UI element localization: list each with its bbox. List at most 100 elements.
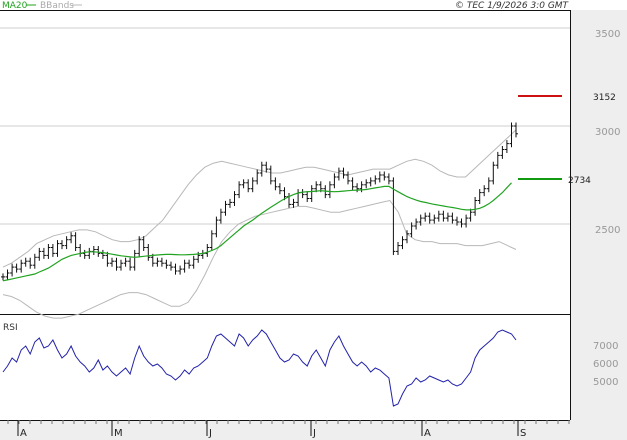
price-bar	[19, 259, 24, 273]
bbands-legend-label: BBands	[40, 1, 74, 11]
price-bar	[105, 251, 110, 267]
price-bar	[96, 246, 101, 257]
price-bar	[164, 259, 169, 269]
rsi-line	[2, 329, 517, 407]
x-month-label: J	[312, 428, 316, 439]
price-bar	[473, 197, 478, 216]
price-bar	[350, 177, 355, 191]
bband-upper-line	[2, 129, 517, 268]
price-bar	[10, 263, 15, 277]
price-bar	[514, 122, 518, 138]
price-bar	[491, 161, 496, 185]
y-tick-3000: 3000	[595, 127, 620, 138]
price-panel: 3152 2734 3500 3000 2500	[0, 10, 620, 420]
x-month-label: M	[114, 428, 123, 439]
price-bar	[50, 244, 55, 257]
price-bar	[5, 269, 10, 281]
price-bar	[100, 249, 105, 259]
rsi-tick-70: 7000	[593, 341, 618, 352]
price-bar	[228, 198, 232, 208]
x-axis-minor-ticks	[7, 420, 570, 424]
rsi-panel: RSI 7000 6000 5000	[2, 323, 618, 407]
price-bar	[386, 173, 391, 185]
price-bar	[477, 189, 482, 204]
price-bars	[1, 122, 518, 281]
ma20-legend-label: MA20	[2, 1, 28, 11]
price-bar	[455, 216, 459, 226]
price-bar	[482, 185, 487, 197]
price-bar	[46, 244, 51, 259]
price-bar	[82, 249, 87, 259]
price-bar	[37, 247, 42, 261]
price-bar	[1, 273, 5, 281]
price-bar	[432, 214, 437, 224]
price-bar	[332, 173, 337, 189]
price-bar	[268, 165, 273, 185]
price-bar	[346, 171, 350, 185]
price-bar	[255, 169, 260, 185]
price-bar	[28, 257, 33, 269]
price-bar	[273, 177, 278, 191]
price-bar	[277, 183, 282, 195]
price-bar	[400, 236, 405, 250]
ma20-line	[2, 182, 512, 282]
price-bar	[327, 181, 332, 199]
price-bar	[237, 181, 242, 199]
rsi-tick-50: 5000	[593, 377, 618, 388]
price-bar	[246, 179, 251, 193]
price-bar	[264, 161, 269, 173]
price-bar	[495, 151, 500, 169]
price-bar	[123, 257, 128, 267]
price-bar	[309, 185, 314, 202]
resistance-level-label: 3152	[593, 93, 616, 103]
price-bar	[414, 218, 419, 230]
rsi-panel-label: RSI	[3, 323, 18, 333]
price-bar	[169, 261, 173, 271]
price-bar	[409, 222, 414, 238]
bottom-axis-area	[0, 420, 627, 440]
price-bar	[187, 259, 192, 269]
price-bar	[55, 240, 60, 257]
price-bar	[232, 191, 237, 206]
price-bar	[341, 167, 346, 179]
price-bar	[441, 210, 446, 222]
price-bar	[159, 257, 164, 267]
y-tick-3500: 3500	[595, 29, 620, 40]
price-bar	[464, 214, 469, 228]
price-bar	[396, 242, 400, 255]
price-bar	[291, 198, 296, 208]
price-bar	[450, 212, 455, 224]
price-bar	[241, 179, 246, 189]
price-bar	[182, 259, 187, 273]
price-bar	[445, 212, 450, 222]
price-bar	[191, 255, 196, 269]
axis-area	[570, 10, 627, 420]
price-bar	[305, 191, 310, 202]
price-bar	[486, 177, 491, 193]
price-bar	[110, 257, 114, 267]
price-bar	[173, 263, 178, 275]
price-bar	[23, 257, 28, 267]
price-bar	[178, 265, 183, 275]
x-month-label: A	[424, 428, 431, 439]
price-bar	[382, 171, 387, 181]
copyright-text: © TEC 1/9/2026 3:0 GMT	[455, 1, 570, 11]
price-bar	[436, 210, 441, 222]
price-bar	[468, 208, 473, 222]
price-bar	[218, 208, 223, 224]
price-bar	[314, 181, 319, 193]
price-bar	[459, 218, 464, 228]
price-bar	[391, 177, 396, 255]
price-bar	[32, 253, 37, 269]
price-bar	[155, 257, 160, 267]
price-bar	[259, 161, 264, 177]
rsi-tick-60: 6000	[593, 359, 618, 370]
price-bar	[141, 236, 146, 251]
price-bar	[205, 244, 210, 257]
price-bar	[137, 236, 142, 257]
price-bar	[114, 257, 119, 271]
price-bar	[69, 232, 74, 244]
